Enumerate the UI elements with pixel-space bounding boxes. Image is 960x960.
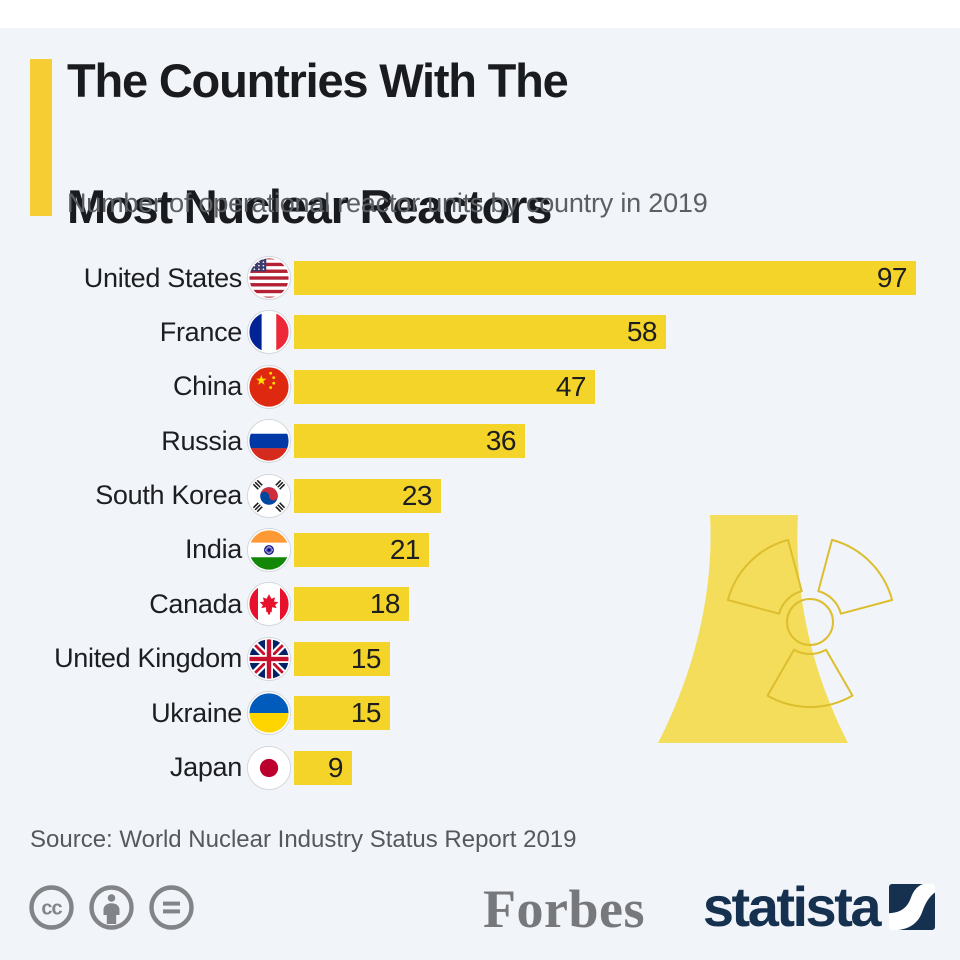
country-label: China (172, 371, 242, 402)
country-label: United Kingdom (54, 643, 242, 674)
country-label: Ukraine (151, 697, 242, 728)
country-label: United States (83, 262, 243, 293)
value-bar: 18 (294, 587, 409, 622)
country-label: Japan (169, 752, 242, 783)
bar-value-label: 58 (626, 316, 658, 348)
value-bar: 15 (294, 641, 390, 676)
bar-value-label: 15 (350, 642, 382, 674)
value-bar: 23 (294, 478, 441, 513)
bar-value-label: 21 (389, 533, 421, 565)
country-label: Canada (149, 588, 242, 619)
radiation-symbol-icon (726, 538, 894, 708)
cooling-tower-shape (658, 515, 848, 743)
bar-chart: United States 97 France 58 China 47 Russ… (30, 256, 930, 805)
statista-wordmark: statista (702, 875, 882, 938)
bar-value-label: 9 (327, 751, 344, 783)
bar-value-label: 47 (555, 370, 587, 402)
chart-row: Canada 18 (30, 582, 930, 627)
no-derivatives-icon (149, 885, 194, 930)
value-bar: 58 (294, 315, 666, 350)
country-flag-icon-ua (247, 691, 291, 736)
value-bar: 97 (294, 261, 916, 295)
source-text: Source: World Nuclear Industry Status Re… (30, 826, 577, 853)
country-flag-icon-cn (247, 364, 291, 409)
cooling-tower-illustration (658, 515, 894, 743)
country-flag-icon-jp (247, 745, 291, 790)
page-title: The Countries With The Most Nuclear Reac… (67, 50, 569, 239)
title-line-2: Most Nuclear Reactors (67, 179, 552, 233)
bar-value-label: 97 (876, 262, 908, 293)
statista-mark-icon (889, 883, 935, 930)
bar-value-label: 23 (401, 479, 433, 511)
top-white-strip (0, 0, 960, 28)
country-label: South Korea (95, 480, 242, 511)
cc-icon: cc (29, 885, 74, 930)
country-flag-icon-fr (247, 310, 291, 355)
chart-row: France 58 (30, 310, 930, 355)
chart-row: South Korea 23 (30, 473, 930, 518)
bar-value-label: 36 (485, 425, 517, 457)
chart-row: China 47 (30, 364, 930, 409)
license-icons: cc (27, 883, 196, 932)
bar-value-label: 18 (369, 588, 401, 620)
chart-row: Ukraine 15 (30, 691, 930, 736)
chart-row: Japan 9 (30, 745, 930, 790)
title-accent-bar (30, 59, 52, 216)
country-label: Russia (161, 425, 242, 456)
country-flag-icon-kr (247, 473, 291, 518)
bar-value-label: 15 (350, 697, 382, 729)
country-label: India (184, 534, 242, 565)
value-bar: 47 (294, 369, 595, 404)
attribution-icon (89, 885, 134, 930)
value-bar: 36 (294, 424, 525, 459)
forbes-logo: Forbes (483, 879, 645, 939)
country-flag-icon-gb (247, 636, 291, 681)
svg-text:cc: cc (41, 898, 62, 920)
country-flag-icon-in (247, 527, 291, 572)
value-bar: 9 (294, 750, 352, 785)
country-flag-icon-us (247, 256, 291, 300)
chart-row: India 21 (30, 527, 930, 572)
value-bar: 15 (294, 696, 390, 731)
value-bar: 21 (294, 532, 429, 567)
title-line-1: The Countries With The (67, 54, 569, 107)
country-flag-icon-ca (247, 582, 291, 627)
chart-row: United Kingdom 15 (30, 636, 930, 681)
country-label: France (159, 316, 243, 347)
country-flag-icon-ru (247, 419, 291, 464)
chart-row: Russia 36 (30, 419, 930, 464)
chart-row: United States 97 (30, 256, 930, 300)
statista-logo: statista (703, 874, 935, 939)
chart-subtitle: Number of operational reactor units by c… (67, 188, 708, 218)
